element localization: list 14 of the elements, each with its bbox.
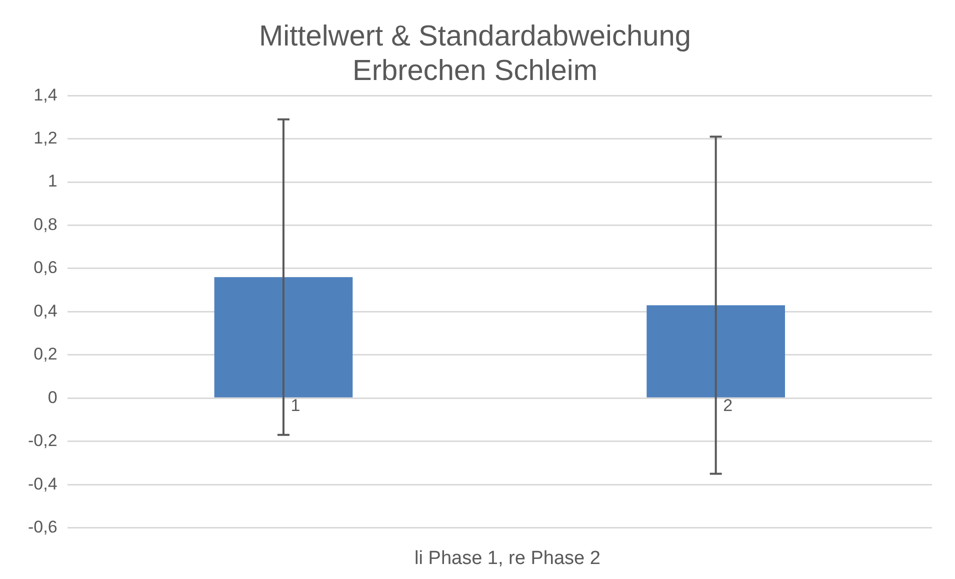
x-axis-title: li Phase 1, re Phase 2 bbox=[414, 548, 602, 570]
y-tick-label: -0,4 bbox=[28, 474, 58, 494]
y-tick-label: 0 bbox=[48, 388, 58, 407]
y-tick-label: 0,2 bbox=[34, 344, 58, 364]
y-tick-label: 0,4 bbox=[34, 301, 58, 320]
x-tick-label: 2 bbox=[723, 396, 733, 416]
y-tick-label: 0,8 bbox=[34, 214, 58, 234]
y-tick-label: 1 bbox=[48, 172, 58, 191]
chart-title: Mittelwert & Standardabweichung Erbrechen Schleim bbox=[258, 20, 692, 88]
y-tick-label: 0,6 bbox=[34, 258, 58, 278]
y-tick-label: 1,4 bbox=[34, 85, 58, 104]
y-tick-label: -0,2 bbox=[28, 431, 58, 450]
y-tick-label: 1,2 bbox=[34, 128, 58, 148]
y-tick-label: -0,6 bbox=[28, 517, 58, 536]
